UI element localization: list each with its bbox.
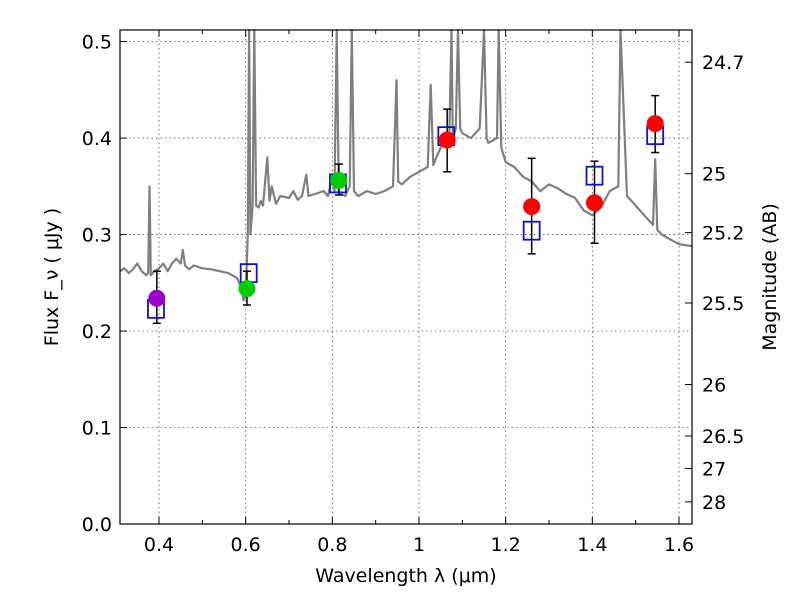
model-spectrum-line: [119, 28, 693, 302]
y-tick-label: 0.3: [82, 225, 112, 247]
x-tick-label: 0.6: [231, 534, 261, 556]
magnitude-tick-label: 25.5: [702, 293, 744, 315]
plot-frame: [119, 29, 693, 525]
x-tick-label: 1.2: [491, 534, 521, 556]
magnitude-tick-labels: 24.7 25 25.2 25.5 26 26.5 27 28: [702, 52, 744, 514]
magnitude-tick-label: 28: [702, 492, 726, 514]
y-axis-title: Flux F_ν ( μJy ): [41, 208, 63, 346]
grid: [120, 30, 692, 524]
axis-ticks: [120, 30, 692, 525]
observed-point: [148, 289, 166, 307]
spectrum-layer: [119, 28, 693, 302]
magnitude-tick-label: 26.5: [702, 426, 744, 448]
y-tick-label: 0.4: [82, 128, 112, 150]
observed-point: [646, 115, 664, 133]
x-tick-label: 0.8: [317, 534, 347, 556]
y-tick-labels: 0.0 0.1 0.2 0.3 0.4 0.5: [82, 32, 112, 536]
x-tick-label: 0.4: [144, 534, 174, 556]
observed-point: [586, 194, 603, 212]
magnitude-tick-label: 25.2: [702, 223, 744, 245]
observed-point: [238, 280, 256, 298]
y-tick-label: 0.0: [82, 514, 112, 536]
observed-point: [438, 131, 456, 149]
model-photometry-box: [522, 220, 541, 241]
observed-photometry-points: [148, 115, 664, 307]
model-photometry-boxes: [147, 125, 665, 319]
x-tick-label: 1.6: [664, 534, 694, 556]
y-tick-label: 0.1: [82, 418, 112, 440]
x-tick-label: 1: [413, 534, 425, 556]
observed-point: [523, 198, 541, 216]
observed-point: [330, 172, 348, 190]
magnitude-tick-label: 26: [702, 375, 726, 397]
right-axis-title: Magnitude (AB): [759, 203, 781, 351]
x-tick-label: 1.4: [577, 534, 607, 556]
model-photometry-box: [239, 263, 258, 284]
x-tick-labels: 0.4 0.6 0.8 1 1.2 1.4 1.6: [144, 534, 694, 556]
y-tick-label: 0.5: [82, 32, 112, 54]
y-tick-label: 0.2: [82, 321, 112, 343]
magnitude-tick-label: 25: [702, 164, 726, 186]
model-photometry-box: [585, 165, 604, 186]
magnitude-tick-label: 27: [702, 458, 726, 480]
magnitude-tick-label: 24.7: [702, 52, 744, 74]
x-axis-title: Wavelength λ (μm): [315, 565, 496, 587]
